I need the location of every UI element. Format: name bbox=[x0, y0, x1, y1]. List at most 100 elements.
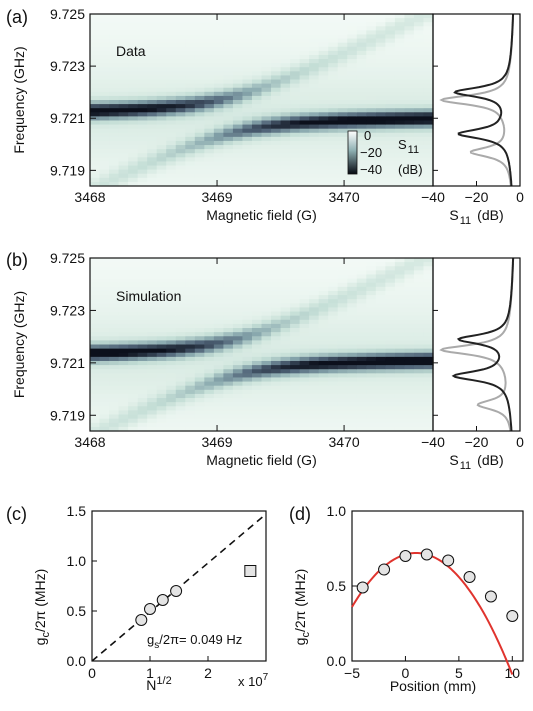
panel-b-heatmap-cell bbox=[261, 286, 272, 292]
panel-a-heatmap-cell bbox=[318, 108, 329, 113]
panel-a-heatmap-cell bbox=[375, 132, 386, 138]
panel-b-heatmap-cell bbox=[413, 414, 425, 420]
panel-a-heatmap-cell bbox=[404, 116, 415, 122]
panel-a-heatmap-cell bbox=[280, 14, 291, 19]
panel-b-heatmap-cell bbox=[271, 323, 282, 329]
panel-a-heatmap-cell bbox=[413, 157, 425, 163]
panel-b-heatmap-cell bbox=[156, 266, 167, 271]
panel-b-heatmap-cell bbox=[242, 270, 253, 276]
panel-a-heatmap-cell bbox=[128, 79, 139, 85]
panel-a-heatmap-cell bbox=[366, 14, 377, 19]
panel-b-heatmap-cell bbox=[251, 303, 263, 309]
panel-a-heatmap-cell bbox=[99, 153, 110, 158]
panel-b-heatmap-cell bbox=[223, 328, 234, 333]
panel-b-heatmap-cell bbox=[271, 303, 282, 309]
panel-a-heatmap-cell bbox=[309, 14, 320, 19]
panel-b-heatmap-cell bbox=[147, 377, 158, 383]
panel-a-heatmap-cell bbox=[251, 132, 263, 138]
panel-a-heatmap-cell bbox=[175, 165, 186, 171]
panel-a-heatmap-cell bbox=[356, 177, 367, 183]
panel-b-heatmap-cell bbox=[366, 258, 377, 263]
panel-a-heatmap-cell bbox=[404, 169, 415, 175]
panel-a-heatmap-cell bbox=[328, 173, 339, 179]
panel-b-heatmap-cell bbox=[309, 295, 320, 300]
panel-a-heatmap-cell bbox=[156, 165, 167, 171]
panel-b-heatmap-cell bbox=[375, 365, 386, 370]
panel-b-heatmap-cell bbox=[261, 381, 272, 387]
panel-b-heatmap-cell bbox=[223, 311, 234, 317]
panel-b-heatmap-cell bbox=[423, 426, 434, 432]
panel-a-heatmap-cell bbox=[280, 112, 291, 117]
panel-b-heatmap-cell bbox=[156, 258, 167, 263]
panel-a-heatmap-cell bbox=[137, 87, 148, 93]
panel-a-heatmap-cell bbox=[328, 34, 339, 40]
panel-b-heatmap-cell bbox=[175, 328, 186, 333]
panel-a-heatmap-cell bbox=[185, 128, 196, 134]
panel-a-heatmap-cell bbox=[223, 59, 234, 64]
colorbar-gradient bbox=[347, 130, 358, 175]
panel-d-data-point bbox=[378, 563, 391, 576]
panel-d-xlabel: Position (mm) bbox=[390, 678, 476, 694]
panel-b-heatmap-cell bbox=[337, 311, 348, 317]
panel-b-heatmap-cell bbox=[194, 266, 205, 271]
panel-b-heatmap-cell bbox=[156, 426, 167, 432]
panel-a-heatmap-cell bbox=[404, 153, 415, 158]
panel-a-heatmap-cell bbox=[404, 54, 415, 60]
panel-a-heatmap-cell bbox=[299, 132, 310, 138]
panel-a-heatmap-cell bbox=[328, 104, 339, 109]
panel-a-heatmap-cell bbox=[118, 140, 129, 146]
panel-b-heatmap-cell bbox=[175, 290, 186, 296]
panel-a-heatmap-cell bbox=[309, 140, 320, 146]
panel-a-heatmap-cell bbox=[413, 83, 425, 89]
panel-a-heatmap-cell bbox=[147, 128, 158, 134]
panel-a-heatmap-cell bbox=[242, 26, 253, 31]
panel-b-heatmap-cell bbox=[204, 422, 215, 428]
panel-a-heatmap-cell bbox=[261, 87, 272, 93]
panel-a-heatmap-cell bbox=[337, 59, 348, 64]
panel-b-heatmap-cell bbox=[356, 393, 367, 399]
panel-b-heatmap-cell bbox=[309, 385, 320, 391]
panel-b-heatmap-cell bbox=[213, 352, 224, 358]
panel-a-heatmap-cell bbox=[175, 120, 186, 126]
panel-b-heatmap-cell bbox=[213, 385, 224, 391]
panel-b-heatmap-cell bbox=[147, 274, 158, 280]
panel-a-heatmap-cell bbox=[366, 91, 377, 97]
panel-d-ytick-label: 1.0 bbox=[327, 503, 347, 519]
panel-b-heatmap-cell bbox=[128, 332, 139, 337]
panel-b-heatmap: 3468 3469 34709.7199.7219.7239.725Magnetic… bbox=[11, 250, 434, 468]
panel-a-heatmap-cell bbox=[251, 181, 263, 187]
panel-a-heatmap-cell bbox=[347, 63, 358, 68]
panel-a-heatmap-cell bbox=[137, 46, 148, 52]
panel-b-heatmap-cell bbox=[156, 377, 167, 383]
panel-a-heatmap-cell bbox=[404, 63, 415, 68]
panel-a-heatmap-cell bbox=[242, 34, 253, 40]
panel-a-heatmap-cell bbox=[118, 95, 129, 101]
panel-a-heatmap-cell bbox=[147, 50, 158, 56]
panel-b-heatmap-cell bbox=[299, 299, 310, 304]
panel-b-heatmap-cell bbox=[99, 377, 110, 383]
panel-a-heatmap-cell bbox=[204, 165, 215, 171]
panel-a-heatmap-cell bbox=[280, 132, 291, 138]
panel-a-heatmap-cell bbox=[271, 165, 282, 171]
panel-a-tag: (a) bbox=[6, 7, 28, 27]
panel-b-heatmap-cell bbox=[166, 340, 177, 346]
panel-b-heatmap-cell bbox=[328, 290, 339, 296]
panel-a-heatmap-cell bbox=[232, 165, 244, 171]
panel-b-heatmap-cell bbox=[242, 332, 253, 337]
panel-b-heatmap-cell bbox=[394, 389, 406, 395]
panel-a-heatmap-cell bbox=[213, 30, 224, 36]
panel-a-heatmap-cell bbox=[156, 26, 167, 31]
panel-b-heatmap-cell bbox=[128, 381, 139, 387]
panel-a-heatmap-cell bbox=[413, 54, 425, 60]
panel-a-heatmap-cell bbox=[128, 42, 139, 48]
panel-b-heatmap-cell bbox=[385, 373, 396, 379]
panel-a-heatmap-cell bbox=[175, 87, 186, 93]
panel-b-heatmap-cell bbox=[232, 402, 244, 407]
panel-b-heatmap-cell bbox=[137, 348, 148, 354]
panel-b-heatmap-cell bbox=[366, 369, 377, 374]
panel-b-heatmap-cell bbox=[385, 311, 396, 317]
panel-b-heatmap-cell bbox=[337, 365, 348, 370]
panel-a-heatmap-cell bbox=[404, 42, 415, 48]
panel-b-heatmap-cell bbox=[223, 266, 234, 271]
